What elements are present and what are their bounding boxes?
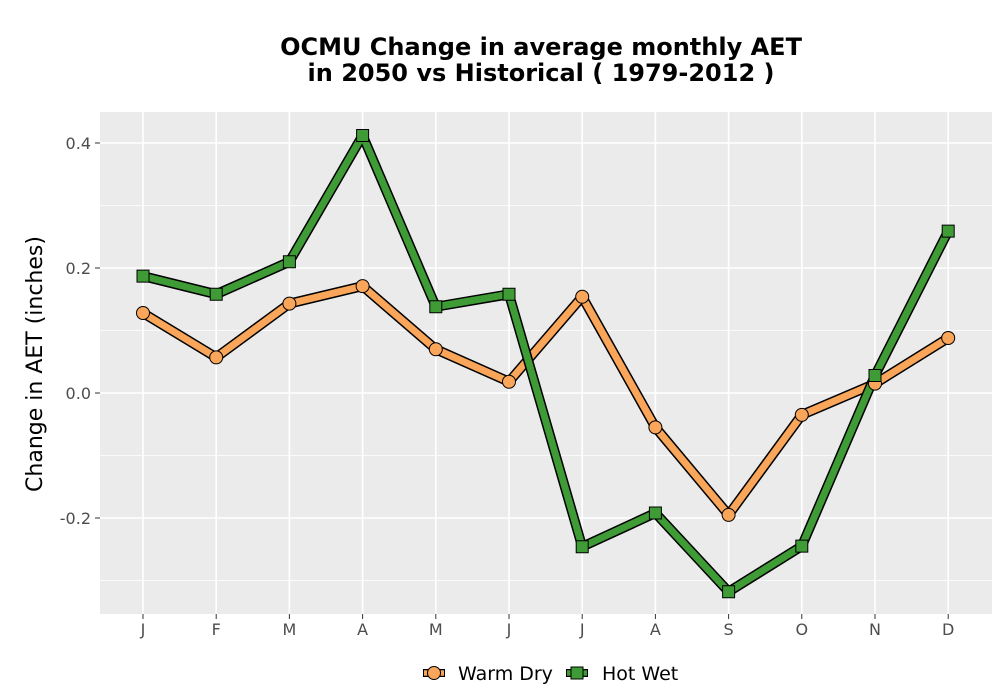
grid-layer bbox=[100, 112, 992, 614]
data-point bbox=[209, 350, 224, 365]
data-point bbox=[282, 255, 296, 269]
x-tick-label: J bbox=[579, 620, 585, 639]
data-point bbox=[721, 507, 736, 522]
data-point bbox=[575, 540, 589, 554]
legend-label: Warm Dry bbox=[458, 663, 553, 685]
legend: Warm Dry Hot Wet bbox=[423, 663, 678, 685]
legend-label: Hot Wet bbox=[602, 663, 678, 685]
x-tick-label: A bbox=[650, 620, 661, 639]
x-tick-label: O bbox=[796, 620, 809, 639]
x-tick-label: D bbox=[942, 620, 954, 639]
y-tick-label: 0.0 bbox=[66, 384, 91, 403]
data-point bbox=[648, 506, 662, 520]
data-point bbox=[648, 420, 663, 435]
series-line-1 bbox=[139, 132, 952, 596]
data-point bbox=[282, 296, 297, 311]
y-tick-label: 0.2 bbox=[66, 259, 91, 278]
x-tick-label: M bbox=[282, 620, 296, 639]
data-point bbox=[136, 306, 150, 320]
data-point bbox=[794, 407, 809, 422]
data-point bbox=[136, 269, 150, 283]
data-point bbox=[941, 224, 955, 238]
series-layer bbox=[136, 129, 956, 599]
data-point bbox=[502, 374, 516, 389]
data-point bbox=[428, 342, 443, 357]
x-tick-label: A bbox=[357, 620, 368, 639]
data-point bbox=[575, 289, 590, 304]
legend-marker-square bbox=[570, 666, 584, 680]
data-point bbox=[429, 300, 443, 314]
data-point bbox=[941, 331, 956, 345]
chart-title-line-1: OCMU Change in average monthly AET bbox=[280, 33, 803, 61]
data-point bbox=[795, 539, 809, 553]
y-axis-title: Change in AET (inches) bbox=[23, 236, 48, 492]
data-point bbox=[355, 279, 370, 294]
y-tick-label: 0.4 bbox=[66, 134, 91, 153]
x-tick-label: F bbox=[212, 620, 221, 639]
data-point bbox=[209, 287, 223, 301]
data-point bbox=[722, 585, 736, 599]
data-point bbox=[502, 287, 516, 301]
series-line-0 bbox=[139, 282, 952, 519]
data-point bbox=[868, 369, 882, 382]
x-tick-label: J bbox=[506, 620, 512, 639]
x-tick-label: N bbox=[869, 620, 881, 639]
legend-marker-circle bbox=[427, 666, 441, 680]
axis-layer: -0.2 0.0 0.2 0.4 J F M A M J J A S O N D bbox=[60, 134, 955, 639]
chart-title-line-2: in 2050 vs Historical ( 1979-2012 ) bbox=[308, 59, 775, 87]
x-tick-label: S bbox=[724, 620, 734, 639]
x-tick-label: J bbox=[140, 620, 146, 639]
x-tick-label: M bbox=[429, 620, 443, 639]
data-point bbox=[356, 129, 370, 142]
y-tick-label: -0.2 bbox=[60, 509, 91, 528]
plot-panel bbox=[100, 112, 992, 614]
